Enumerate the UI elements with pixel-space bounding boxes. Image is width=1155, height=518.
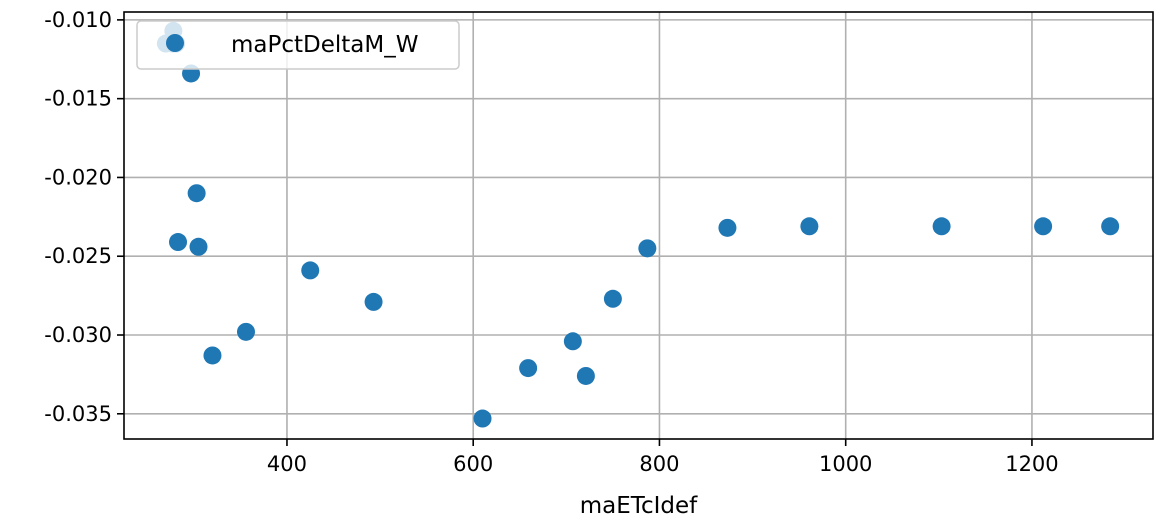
grid xyxy=(124,12,1153,439)
legend-box xyxy=(136,20,460,70)
data-point xyxy=(718,218,737,237)
y-axis-ticks: -0.010 -0.015 -0.020 -0.025 -0.030 -0.035 xyxy=(44,8,124,426)
y-tick-label: -0.025 xyxy=(44,244,112,268)
data-point xyxy=(800,217,819,236)
data-point xyxy=(189,237,208,256)
y-tick-label: -0.030 xyxy=(44,323,112,347)
data-point xyxy=(576,366,595,385)
y-tick-label: -0.010 xyxy=(44,8,112,32)
legend: maPctDeltaM_W xyxy=(136,20,460,70)
data-point xyxy=(1101,217,1120,236)
legend-marker xyxy=(166,34,184,52)
data-point xyxy=(519,359,538,378)
y-tick-label: -0.020 xyxy=(44,165,112,189)
data-point xyxy=(236,322,255,341)
x-tick-label: 1200 xyxy=(1005,452,1058,476)
data-point xyxy=(364,292,383,311)
plot-frame xyxy=(123,11,1154,440)
data-point xyxy=(187,184,206,203)
x-tick-label: 400 xyxy=(267,452,307,476)
data-point xyxy=(932,217,951,236)
x-tick-label: 800 xyxy=(639,452,679,476)
data-point xyxy=(638,239,657,258)
x-tick-label: 600 xyxy=(453,452,493,476)
data-point xyxy=(563,332,582,351)
x-axis-ticks: 400 600 800 1000 1200 xyxy=(267,439,1059,476)
y-tick-label: -0.015 xyxy=(44,87,112,111)
x-tick-label: 1000 xyxy=(819,452,872,476)
data-point xyxy=(203,346,222,365)
data-point xyxy=(169,233,188,252)
data-points xyxy=(156,21,1120,428)
y-tick-label: -0.035 xyxy=(44,402,112,426)
data-point xyxy=(301,261,320,280)
x-axis-label: maETcIdef xyxy=(580,493,698,518)
data-point xyxy=(603,289,622,308)
data-point xyxy=(1034,217,1053,236)
legend-label: maPctDeltaM_W xyxy=(231,32,418,58)
data-point xyxy=(473,409,492,428)
